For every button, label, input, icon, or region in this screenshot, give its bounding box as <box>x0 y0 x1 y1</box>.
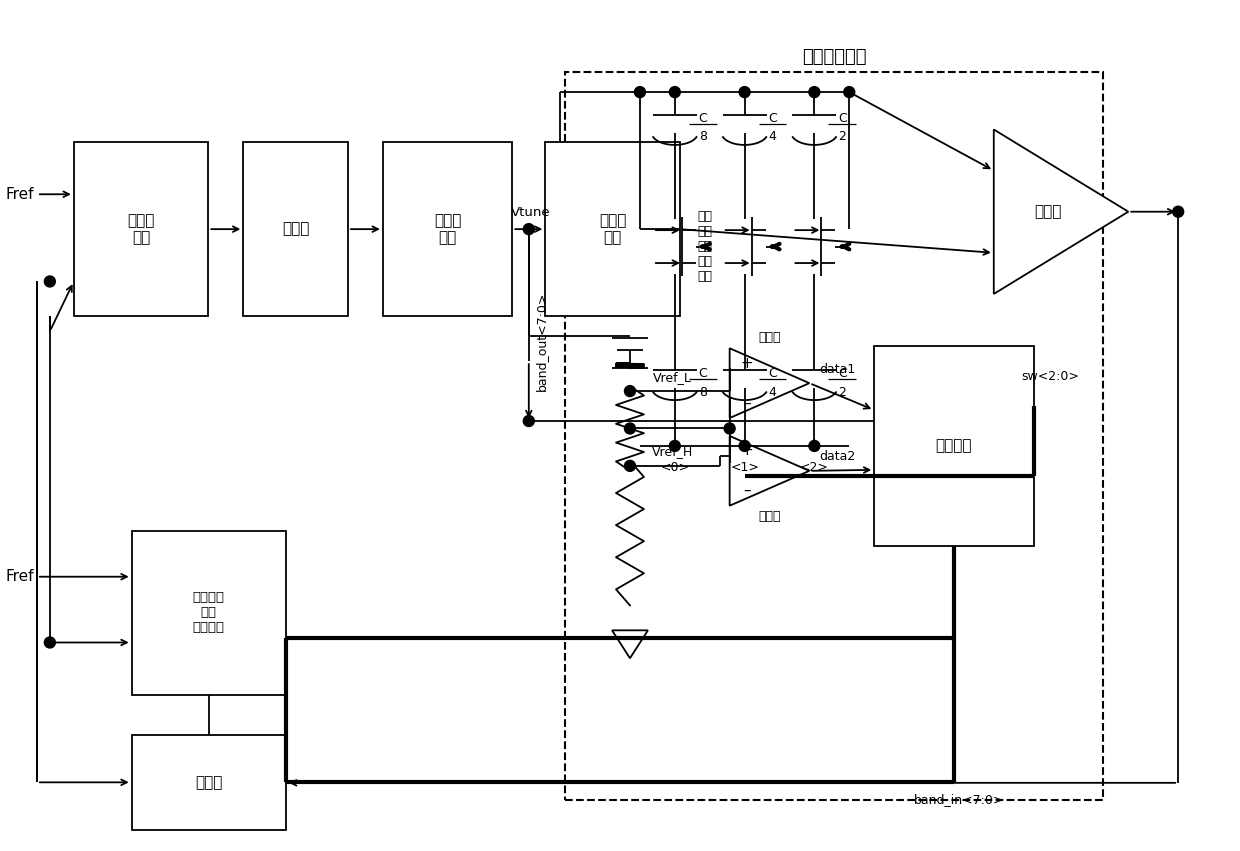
Circle shape <box>45 276 56 287</box>
Text: <0>: <0> <box>661 461 689 474</box>
Text: C: C <box>768 367 777 380</box>
Text: C: C <box>698 111 707 124</box>
Circle shape <box>1173 206 1184 217</box>
Text: C: C <box>838 111 847 124</box>
Text: –: – <box>743 396 751 410</box>
Text: band_in<7:0>: band_in<7:0> <box>914 793 1004 806</box>
Text: Fref: Fref <box>6 569 35 584</box>
Text: 自动频率
校准
数字电路: 自动频率 校准 数字电路 <box>193 591 224 634</box>
Text: 2: 2 <box>838 130 846 144</box>
Circle shape <box>45 637 56 648</box>
Text: 数字电路: 数字电路 <box>936 438 972 454</box>
Bar <box>131 531 286 695</box>
Text: 温度补偿电路: 温度补偿电路 <box>802 49 867 66</box>
Circle shape <box>739 87 750 98</box>
Polygon shape <box>729 348 810 418</box>
Text: Fref: Fref <box>6 186 35 202</box>
Text: C: C <box>698 367 707 380</box>
Polygon shape <box>613 631 649 658</box>
Text: C: C <box>768 111 777 124</box>
Bar <box>565 72 1104 800</box>
Text: Vtune: Vtune <box>511 206 551 219</box>
Circle shape <box>523 415 534 426</box>
Circle shape <box>625 460 635 471</box>
Text: 分频器: 分频器 <box>195 774 222 790</box>
Bar <box>383 142 512 317</box>
Text: C: C <box>838 367 847 380</box>
Bar <box>243 142 348 317</box>
Text: band_out<7:0>: band_out<7:0> <box>534 292 548 391</box>
Circle shape <box>625 386 635 397</box>
Text: 温度
补偿
开关
电容
阵列: 温度 补偿 开关 电容 阵列 <box>697 210 712 283</box>
Text: 2: 2 <box>838 386 846 398</box>
Circle shape <box>625 423 635 434</box>
Circle shape <box>724 423 735 434</box>
Circle shape <box>523 224 534 235</box>
Bar <box>546 142 680 317</box>
Text: 4: 4 <box>769 130 776 144</box>
Text: 8: 8 <box>698 386 707 398</box>
Text: 电荷泵: 电荷泵 <box>281 221 309 237</box>
Text: Vref_L: Vref_L <box>653 371 692 384</box>
Text: –: – <box>743 483 751 499</box>
Text: +: + <box>740 356 754 371</box>
Text: 4: 4 <box>769 386 776 398</box>
Circle shape <box>670 87 681 98</box>
Text: data1: data1 <box>820 363 856 375</box>
Circle shape <box>635 87 645 98</box>
Circle shape <box>843 87 854 98</box>
Text: 鉴频鉴
相器: 鉴频鉴 相器 <box>128 213 155 245</box>
Bar <box>74 142 208 317</box>
Circle shape <box>808 441 820 451</box>
Bar <box>131 735 286 830</box>
Text: <1>: <1> <box>730 461 759 474</box>
Text: Vref_H: Vref_H <box>652 445 693 459</box>
Polygon shape <box>993 129 1128 294</box>
Text: +: + <box>740 443 754 459</box>
Circle shape <box>739 441 750 451</box>
Text: <2>: <2> <box>800 461 828 474</box>
Text: 环路滤
波器: 环路滤 波器 <box>434 213 461 245</box>
Text: 压控振
荡器: 压控振 荡器 <box>599 213 626 245</box>
Text: 驱动器: 驱动器 <box>1034 204 1061 220</box>
Circle shape <box>808 87 820 98</box>
Text: 比较器: 比较器 <box>759 510 781 523</box>
Polygon shape <box>729 436 810 505</box>
Text: data2: data2 <box>820 450 856 464</box>
Circle shape <box>670 441 681 451</box>
Text: 8: 8 <box>698 130 707 144</box>
Bar <box>874 346 1034 545</box>
Text: sw<2:0>: sw<2:0> <box>1022 369 1080 383</box>
Text: 比较器: 比较器 <box>759 331 781 345</box>
